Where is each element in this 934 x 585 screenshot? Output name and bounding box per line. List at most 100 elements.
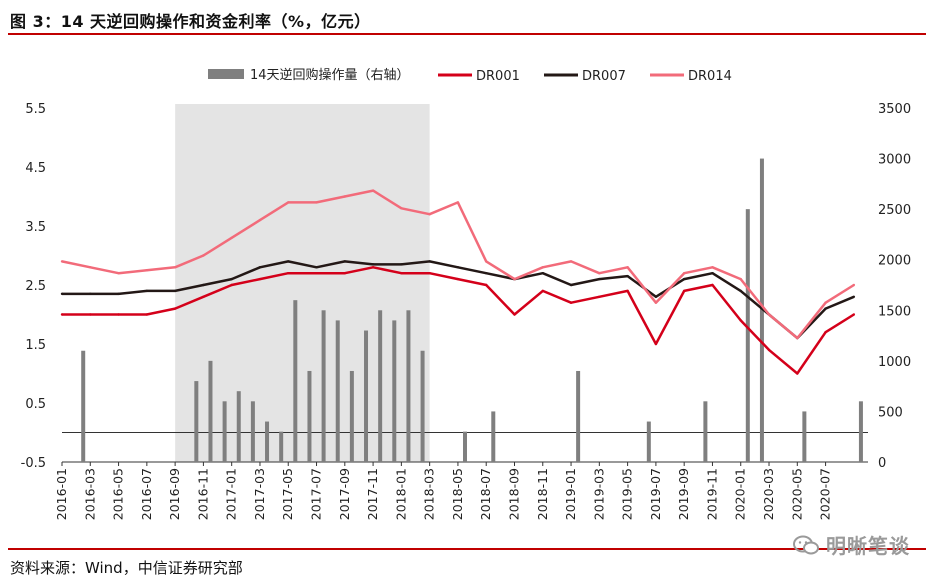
point-dr014	[89, 266, 92, 269]
legend-label: DR014	[688, 69, 732, 84]
y-right-tick-label: 3500	[878, 102, 911, 117]
point-dr014	[315, 201, 318, 204]
source-rule	[8, 548, 926, 550]
y-left-tick-label: 2.5	[25, 279, 46, 294]
point-dr014	[371, 189, 375, 192]
point-dr001	[400, 272, 403, 275]
point-dr001	[852, 313, 856, 316]
point-dr014	[202, 254, 205, 257]
x-tick-label: 2019-03	[591, 468, 606, 520]
wechat-icon	[793, 535, 819, 554]
point-dr007	[173, 289, 177, 293]
figure-title: 图 3：14 天逆回购操作和资金利率（%，亿元）	[10, 12, 371, 31]
point-dr001	[824, 331, 827, 334]
x-tick-label: 2019-07	[648, 468, 663, 520]
source-note: 资料来源：Wind，中信证券研究部	[10, 559, 243, 577]
point-dr007	[60, 292, 64, 296]
y-right-tick-label: 0	[878, 456, 886, 471]
point-dr007	[541, 272, 544, 275]
legend-label: DR001	[476, 69, 520, 84]
point-dr001	[513, 313, 516, 316]
bar-reverse-repo	[406, 310, 411, 462]
point-dr007	[258, 266, 262, 269]
bar-reverse-repo	[745, 209, 750, 462]
point-dr007	[202, 283, 205, 287]
point-dr014	[796, 336, 799, 340]
y-right-tick-label: 500	[878, 405, 903, 420]
point-dr001	[343, 272, 347, 275]
bar-reverse-repo	[279, 431, 284, 462]
point-dr014	[258, 218, 262, 222]
point-dr001	[89, 313, 92, 316]
x-tick-label: 2018-11	[535, 468, 550, 520]
x-tick-label: 2019-01	[563, 468, 578, 520]
point-dr007	[598, 277, 601, 281]
y-right-tick-label: 1000	[878, 355, 911, 370]
bar-reverse-repo	[491, 411, 496, 462]
bar-reverse-repo	[463, 431, 467, 462]
x-tick-label: 2020-03	[761, 468, 776, 520]
point-dr001	[569, 301, 573, 304]
x-tick-label: 2020-07	[818, 468, 833, 520]
point-dr007	[117, 292, 120, 296]
point-dr007	[682, 277, 686, 281]
bar-reverse-repo	[265, 421, 270, 462]
x-tick-label: 2019-11	[704, 468, 719, 520]
point-dr007	[400, 263, 403, 266]
point-dr001	[258, 277, 262, 281]
bar-reverse-repo	[802, 411, 807, 462]
point-dr007	[456, 266, 460, 269]
x-tick-label: 2017-05	[280, 468, 295, 520]
point-dr014	[485, 260, 488, 263]
point-dr014	[541, 266, 544, 269]
point-dr007	[145, 289, 149, 293]
point-dr001	[173, 307, 177, 310]
y-left-tick-label: -0.5	[21, 456, 46, 471]
bar-reverse-repo	[759, 158, 764, 463]
bar-reverse-repo	[858, 401, 863, 462]
point-dr001	[796, 372, 799, 375]
x-tick-label: 2016-03	[82, 468, 97, 520]
point-dr014	[400, 207, 403, 210]
bar-reverse-repo	[307, 370, 312, 462]
legend-swatch-bar	[208, 69, 244, 79]
point-dr001	[117, 313, 120, 316]
point-dr014	[145, 269, 149, 272]
y-left-tick-label: 1.5	[25, 338, 46, 353]
point-dr014	[767, 313, 771, 316]
point-dr014	[824, 301, 827, 304]
point-dr001	[654, 342, 658, 346]
x-tick-label: 2020-05	[789, 468, 804, 520]
bar-reverse-repo	[222, 401, 227, 462]
bar-reverse-repo	[378, 310, 383, 462]
y-right-tick-label: 2000	[878, 254, 911, 269]
point-dr007	[428, 260, 431, 263]
x-tick-label: 2019-09	[676, 468, 691, 520]
bar-reverse-repo	[349, 370, 354, 462]
point-dr001	[456, 277, 460, 281]
x-tick-label: 2016-07	[139, 468, 154, 520]
bar-reverse-repo	[364, 330, 369, 462]
bar-reverse-repo	[236, 391, 241, 462]
point-dr007	[89, 292, 92, 296]
y-right-tick-label: 1500	[878, 304, 911, 319]
point-dr014	[654, 301, 658, 304]
point-dr007	[287, 260, 290, 263]
bar-reverse-repo	[81, 350, 86, 462]
title-rule	[8, 33, 926, 35]
x-tick-label: 2018-09	[506, 468, 521, 520]
bar-reverse-repo	[194, 381, 199, 462]
x-tick-label: 2017-07	[309, 468, 324, 520]
point-dr014	[60, 260, 64, 263]
x-tick-label: 2018-05	[450, 468, 465, 520]
point-dr001	[626, 289, 629, 293]
bar-reverse-repo	[293, 300, 298, 462]
watermark: 明晰笔谈	[792, 530, 910, 559]
point-dr001	[739, 319, 742, 322]
point-dr014	[230, 236, 233, 239]
point-dr014	[626, 266, 629, 269]
point-dr014	[598, 272, 601, 275]
x-tick-label: 2019-05	[620, 468, 635, 520]
legend-label: 14天逆回购操作量（右轴）	[250, 67, 410, 83]
